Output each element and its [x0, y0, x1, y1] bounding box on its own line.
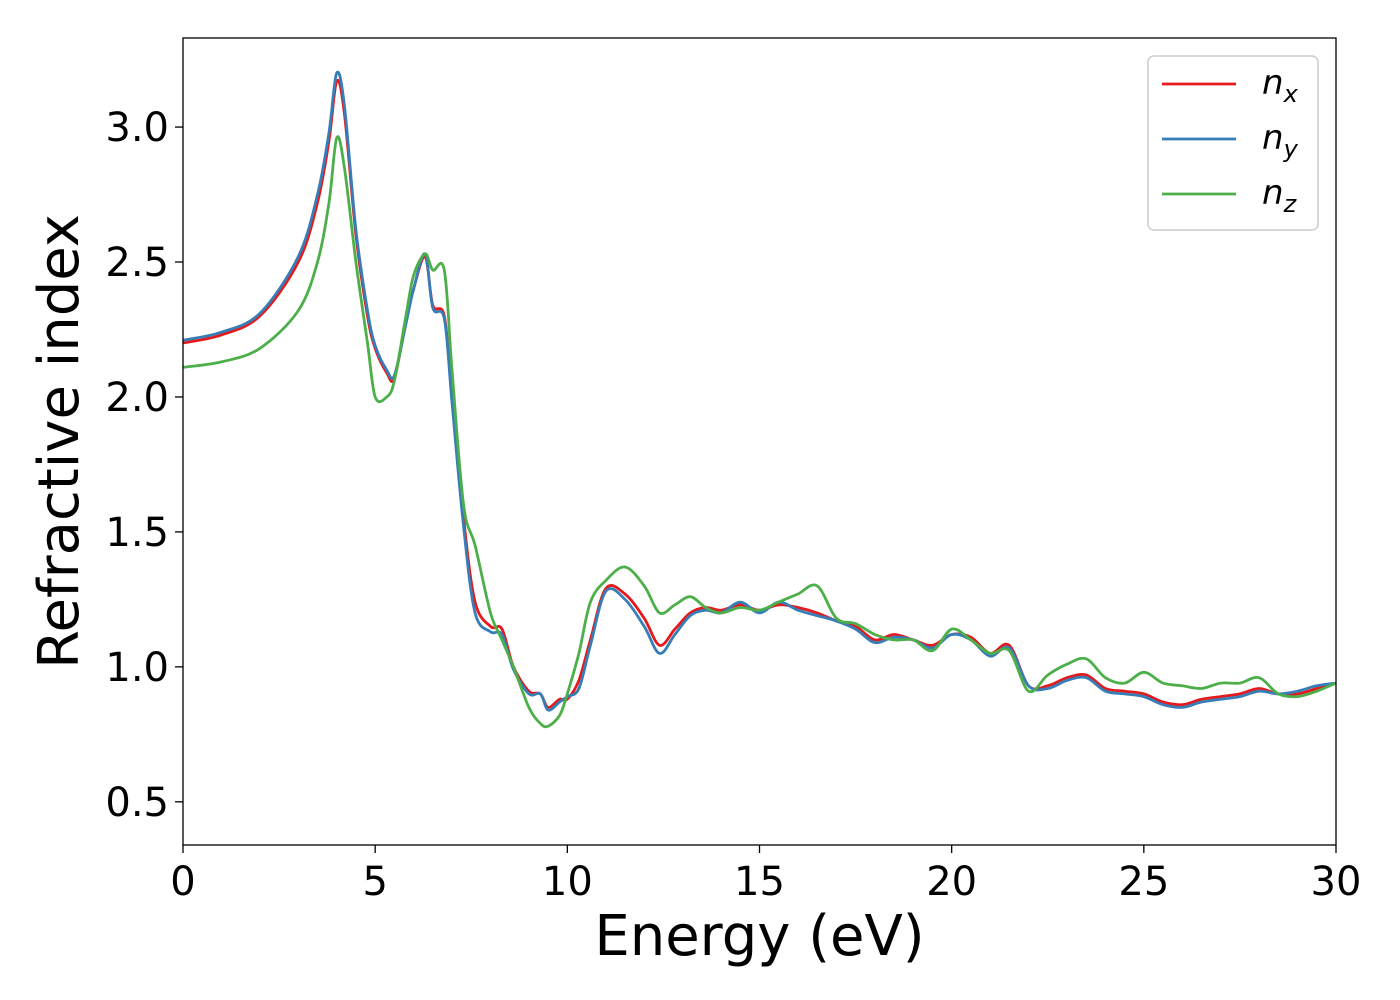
y-tick-label: 2.5 [105, 240, 169, 286]
series-layer [182, 70, 1337, 729]
y-tick-label: 3.0 [105, 105, 169, 151]
x-axis-label: Energy (eV) [594, 904, 924, 969]
series-line-nz [182, 135, 1337, 729]
y-axis-label: Refractive index [27, 214, 92, 669]
x-tick-label: 10 [542, 859, 593, 905]
y-tick-label: 2.0 [105, 375, 169, 421]
ticks-layer: 0 5 10 15 20 25 30 0.5 1.0 1.5 2.0 2.5 3.0 [105, 105, 1361, 905]
x-tick-label: 30 [1311, 859, 1362, 905]
legend: nx ny nz [1147, 55, 1319, 231]
legend-label-ny: ny [1262, 118, 1299, 163]
x-tick-label: 20 [926, 859, 977, 905]
y-tick-label: 1.0 [105, 645, 169, 691]
legend-label-nz: nz [1262, 173, 1298, 218]
legend-box [1147, 55, 1319, 231]
y-tick-label: 1.5 [105, 510, 169, 556]
y-tick-label: 0.5 [105, 780, 169, 826]
x-tick-label: 15 [734, 859, 785, 905]
x-tick-label: 25 [1118, 859, 1169, 905]
x-tick-label: 0 [170, 859, 195, 905]
legend-entries: nx ny nz [1162, 63, 1299, 218]
legend-label-nx: nx [1262, 63, 1299, 108]
series-line-ny [182, 70, 1337, 712]
x-tick-label: 5 [362, 859, 387, 905]
